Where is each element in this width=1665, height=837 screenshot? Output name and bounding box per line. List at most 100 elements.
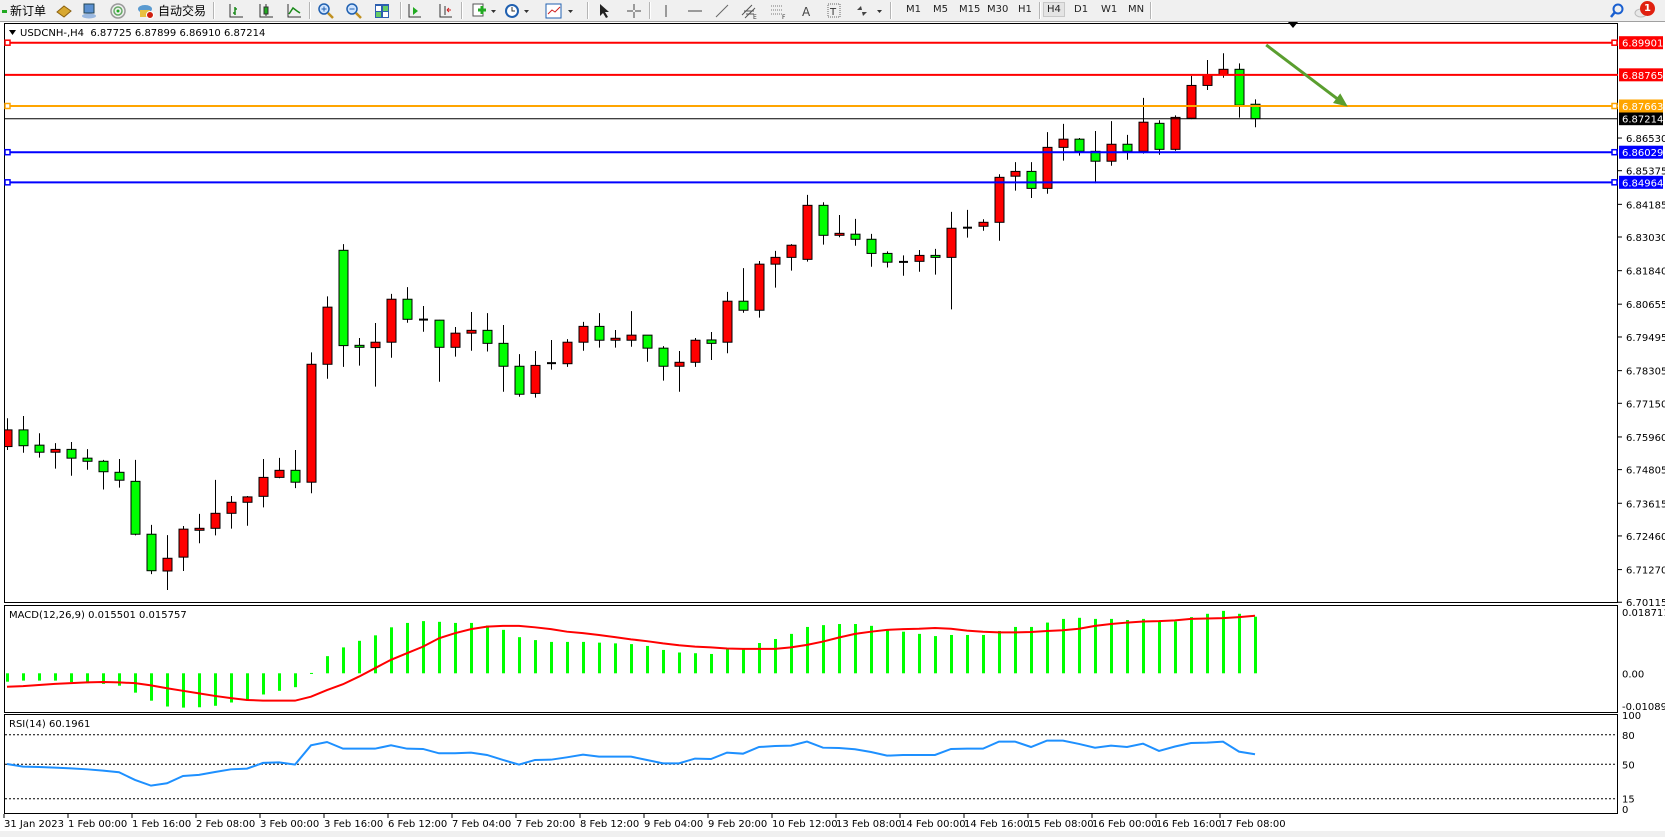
text-label-button[interactable]: T xyxy=(827,2,841,19)
candle xyxy=(178,526,189,571)
arrows-icon xyxy=(857,5,882,16)
horizontal-line[interactable]: 6.87663 xyxy=(4,99,1663,113)
zoom-in-icon xyxy=(318,2,334,19)
terminal-button[interactable] xyxy=(80,2,98,19)
candle-body-bullish xyxy=(162,557,173,572)
new-order-button[interactable]: 新订单 xyxy=(2,2,46,19)
search-button[interactable] xyxy=(1609,2,1625,19)
price-tag-text: 6.87663 xyxy=(1622,102,1663,113)
timeframe-m1[interactable]: M1 xyxy=(906,4,921,15)
candlestick-chart-button[interactable] xyxy=(258,2,274,19)
rsi-axis-label: 80 xyxy=(1622,731,1635,742)
candle-body-bearish xyxy=(18,429,29,447)
auto-scroll-icon xyxy=(439,3,452,17)
symbol-menu-triangle-icon[interactable] xyxy=(9,30,16,35)
bar-chart-button[interactable] xyxy=(228,2,244,19)
history-button[interactable] xyxy=(55,2,73,19)
timeframe-mn[interactable]: MN xyxy=(1128,4,1145,15)
chart-shift-marker-icon[interactable] xyxy=(1288,22,1298,28)
timeframe-w1[interactable]: W1 xyxy=(1101,4,1118,15)
candle xyxy=(978,219,989,231)
timeframe-m30[interactable]: M30 xyxy=(987,4,1009,15)
candle-body-bullish xyxy=(914,254,925,262)
auto-scroll-button[interactable] xyxy=(437,2,453,19)
candle-body-bullish xyxy=(786,244,797,258)
candle-body-bullish xyxy=(1186,84,1197,119)
timeframe-h1[interactable]: H1 xyxy=(1018,4,1032,15)
macd-histogram-bar xyxy=(390,627,393,674)
horizontal-line[interactable]: 6.88765 xyxy=(5,68,1663,82)
candle xyxy=(658,346,669,381)
timeframe-h4[interactable]: H4 xyxy=(1043,2,1065,17)
candle xyxy=(818,202,829,245)
chart-shift-button[interactable] xyxy=(406,2,422,19)
candle xyxy=(930,248,941,275)
zoom-in-button[interactable] xyxy=(318,2,334,19)
zoom-out-button[interactable] xyxy=(346,2,362,19)
candle-body-bearish xyxy=(130,480,141,535)
crosshair-button[interactable] xyxy=(626,2,642,19)
candle-body-bullish xyxy=(5,429,13,448)
toolbar-separator xyxy=(649,2,651,19)
periods-button[interactable] xyxy=(504,2,530,19)
trendline-button[interactable] xyxy=(714,2,730,19)
macd-label: MACD(12,26,9) 0.015501 0.015757 xyxy=(9,610,187,621)
macd-histogram-bar xyxy=(1158,621,1161,674)
horizontal-line[interactable]: 6.89901 xyxy=(4,36,1663,50)
horizontal-line[interactable]: 6.86029 xyxy=(4,145,1663,160)
line-handle-right xyxy=(1611,179,1618,186)
macd-histogram-bar xyxy=(1222,610,1225,674)
fibonacci-button[interactable]: F xyxy=(770,2,788,19)
candle xyxy=(210,479,221,536)
svg-text:A: A xyxy=(802,5,811,19)
auto-trading-button[interactable]: 自动交易 xyxy=(137,2,206,19)
cursor-button[interactable] xyxy=(597,2,611,19)
text-button[interactable]: A xyxy=(800,2,814,19)
rsi-label: RSI(14) 60.1961 xyxy=(9,719,90,730)
arrows-button[interactable] xyxy=(855,2,885,19)
candle xyxy=(386,293,397,358)
templates-button[interactable] xyxy=(545,2,575,19)
macd-histogram-bar xyxy=(934,636,937,674)
candle xyxy=(434,319,445,382)
candle xyxy=(5,418,13,450)
rsi-axis-label: 15 xyxy=(1622,795,1635,806)
candle-body-bearish xyxy=(850,233,861,240)
channel-button[interactable]: E xyxy=(741,2,759,19)
price-axis[interactable]: 6.86530 6.85375 6.84185 6.83030 6.81840 6.806… xyxy=(1618,134,1665,609)
signals-button[interactable] xyxy=(109,2,127,19)
candle xyxy=(914,250,925,272)
candle xyxy=(290,449,301,489)
macd-histogram-bar xyxy=(310,672,313,674)
candle-body-bullish xyxy=(722,300,733,343)
macd-histogram-bar xyxy=(246,673,249,701)
signal-icon xyxy=(110,2,126,19)
timeframe-m5[interactable]: M5 xyxy=(933,4,948,15)
macd-histogram-bar xyxy=(710,653,713,674)
bar-chart-icon xyxy=(229,3,243,17)
candle xyxy=(578,321,589,351)
candle xyxy=(98,459,109,490)
price-label: 6.78305 xyxy=(1626,367,1665,378)
vertical-line-button[interactable] xyxy=(660,2,672,19)
candle-body-bullish xyxy=(194,527,205,531)
indicators-button[interactable] xyxy=(472,2,496,19)
timeframe-d1[interactable]: D1 xyxy=(1074,4,1089,15)
horizontal-line[interactable]: 6.84964 xyxy=(4,175,1663,190)
rsi-axis-label: 0 xyxy=(1622,805,1628,816)
macd-histogram-bar xyxy=(838,624,841,674)
horizontal-line-button[interactable] xyxy=(687,2,703,19)
macd-histogram-bar xyxy=(38,673,41,681)
macd-histogram-bar xyxy=(1238,613,1241,674)
candle-body-bullish xyxy=(386,298,397,343)
line-chart-button[interactable] xyxy=(286,2,302,19)
tile-windows-button[interactable] xyxy=(374,2,390,19)
rsi-axis-label: 100 xyxy=(1622,711,1641,722)
line-handle-right xyxy=(1611,39,1618,46)
toolbar-separator xyxy=(213,2,215,19)
timeframe-m15[interactable]: M15 xyxy=(959,4,981,15)
candle-body-bearish xyxy=(514,365,525,395)
rsi-panel xyxy=(5,734,1618,800)
time-axis[interactable]: 31 Jan 2023 1 Feb 00:00 1 Feb 16:00 2 Feb 0… xyxy=(3,814,1286,830)
